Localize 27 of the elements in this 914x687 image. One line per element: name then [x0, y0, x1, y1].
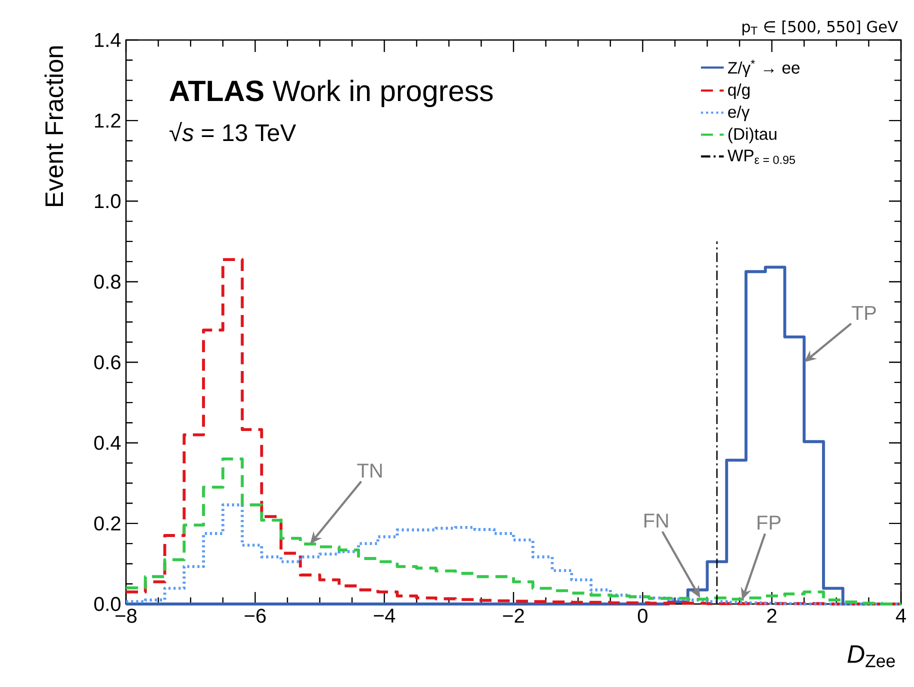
x-tick-label: −4 [374, 608, 396, 622]
y-tick-label: 1.4 [95, 33, 121, 47]
y-tick-label: 1.2 [95, 114, 120, 128]
y-axis-title: Event Fraction [44, 46, 64, 206]
annotation: FP [758, 516, 781, 530]
y-tick-label: 0.6 [94, 355, 120, 370]
legend-label: e/γ [728, 106, 750, 122]
legend-label: (Di)tau [728, 128, 776, 144]
x-axis-title: D$_{Zee}$ [848, 645, 895, 668]
legend-label: q/g [728, 84, 750, 100]
x-tick-label: 0 [638, 608, 648, 623]
y-tick-label: 0.2 [94, 516, 120, 531]
legend-label: WP$_{ε = 0.95}$ [728, 150, 796, 164]
x-tick-label: −6 [244, 608, 266, 623]
text: p$_{T}$ ∈ [500, 550] GeV [742, 20, 898, 36]
text: ATLAS Work in progress [170, 80, 493, 108]
annotation: FN [644, 514, 668, 528]
annotation: TN [357, 464, 382, 478]
x-tick-label: −2 [503, 608, 524, 623]
x-tick-label: 2 [767, 608, 776, 623]
text: √s = 13 TeV [169, 122, 296, 142]
annotation: TP [852, 306, 876, 320]
legend-label: Z/γ$^{*}$ → ee [728, 60, 800, 77]
x-tick-label: 4 [896, 608, 906, 622]
y-tick-label: 0.8 [94, 274, 120, 289]
y-tick-label: 0.4 [94, 436, 121, 450]
y-tick-label: 1.0 [95, 194, 120, 208]
